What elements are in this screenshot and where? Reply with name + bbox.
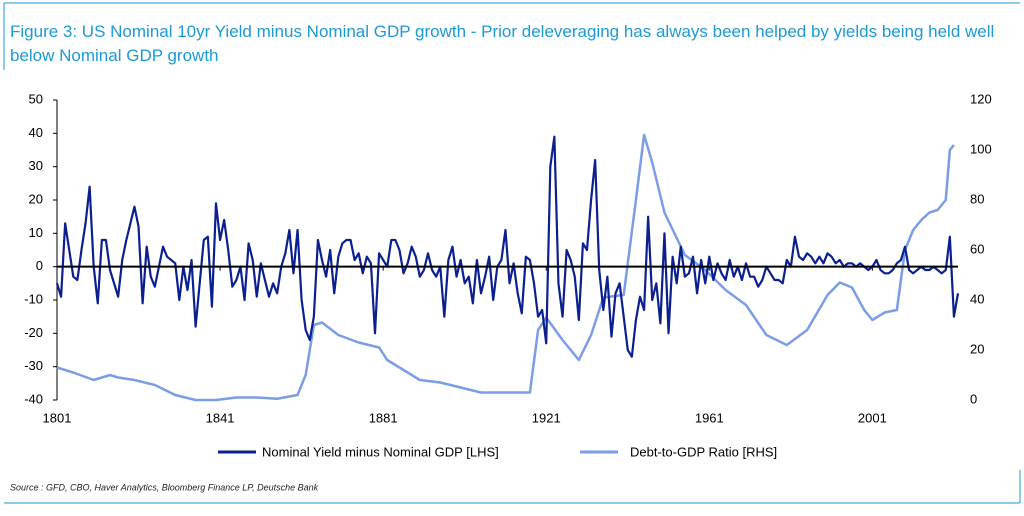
y-tick-label: -20 (24, 325, 43, 340)
series-line (56, 133, 955, 402)
y2-tick-label: 80 (970, 191, 984, 206)
x-tick-label: 1881 (369, 410, 398, 425)
x-tick-label: 2001 (858, 410, 887, 425)
y2-tick-label: 20 (970, 341, 984, 356)
series-line (55, 135, 960, 358)
y-tick-label: 10 (29, 225, 43, 240)
y2-tick-label: 120 (970, 91, 992, 106)
y2-tick-label: 40 (970, 291, 984, 306)
y-tick-label: 0 (36, 258, 43, 273)
y-tick-label: 50 (29, 91, 43, 106)
x-tick-label: 1961 (695, 410, 724, 425)
legend-label: Nominal Yield minus Nominal GDP [LHS] (262, 444, 499, 459)
y-tick-label: -40 (24, 391, 43, 406)
x-tick-label: 1801 (43, 410, 72, 425)
y2-tick-label: 60 (970, 241, 984, 256)
source: Source : GFD, CBO, Haver Analytics, Bloo… (10, 482, 319, 492)
y-tick-label: 40 (29, 125, 43, 140)
y2-tick-label: 100 (970, 141, 992, 156)
chart-title: Figure 3: US Nominal 10yr Yield minus No… (10, 22, 995, 65)
x-tick-label: 1841 (206, 410, 235, 425)
legend-label: Debt-to-GDP Ratio [RHS] (630, 444, 777, 459)
y2-tick-label: 0 (970, 391, 977, 406)
y-tick-label: -10 (24, 291, 43, 306)
y-tick-label: -30 (24, 358, 43, 373)
x-tick-label: 1921 (532, 410, 561, 425)
y-tick-label: 20 (29, 191, 43, 206)
y-tick-label: 30 (29, 158, 43, 173)
